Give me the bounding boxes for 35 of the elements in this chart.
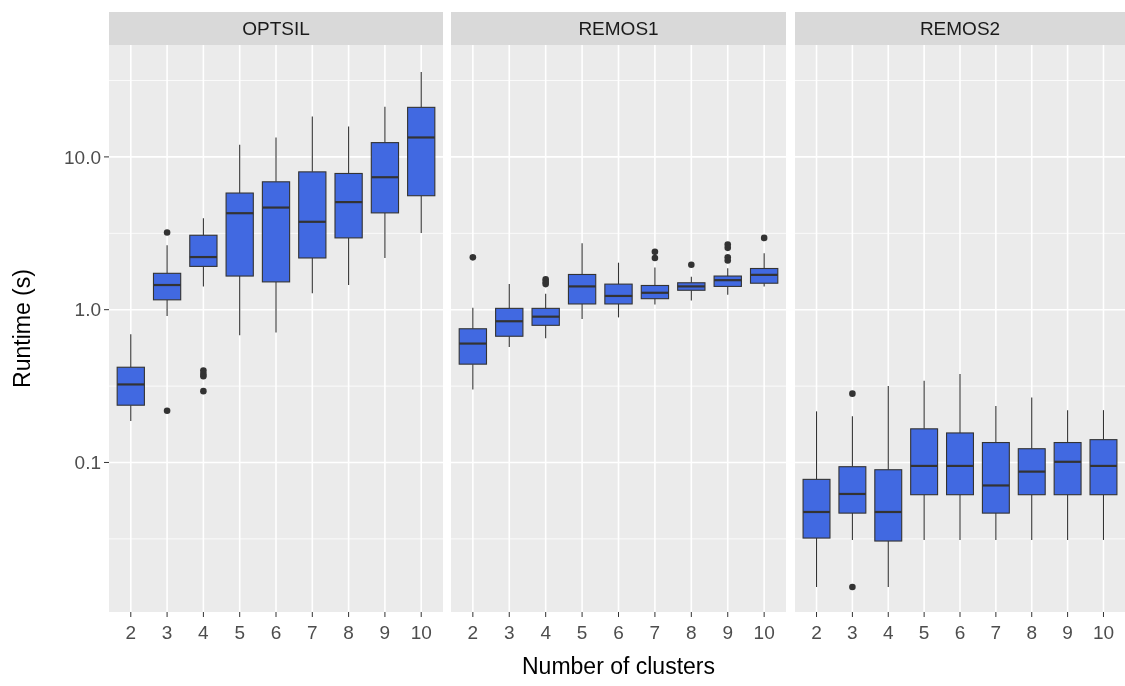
- y-tick-label: 0.1: [74, 452, 101, 474]
- x-tick-label: 8: [343, 622, 354, 643]
- chart-title: REMOS1: [578, 18, 659, 39]
- x-tick-label: 7: [990, 622, 1002, 643]
- x-tick-label: 5: [234, 622, 245, 643]
- y-axis-title: Runtime (s): [9, 269, 35, 388]
- x-tick-label: 6: [613, 622, 624, 643]
- x-tick-label: 10: [1092, 622, 1115, 643]
- x-tick-label: 4: [198, 622, 210, 643]
- x-tick-label: 8: [1026, 622, 1038, 643]
- x-tick-label: 4: [882, 622, 894, 643]
- x-tick-label: 2: [811, 622, 822, 643]
- x-tick-label: 3: [847, 622, 858, 643]
- chart-title: OPTSIL: [242, 18, 310, 39]
- x-tick-label: 6: [270, 622, 282, 643]
- x-tick-label: 9: [1062, 622, 1073, 643]
- x-tick-label: 9: [379, 622, 391, 643]
- x-tick-label: 5: [576, 622, 588, 643]
- x-tick-label: 3: [161, 622, 173, 643]
- x-tick-label: 2: [125, 622, 137, 643]
- x-tick-label: 7: [307, 622, 318, 643]
- x-tick-label: 4: [540, 622, 552, 643]
- x-tick-label: 7: [649, 622, 661, 643]
- x-tick-label: 6: [954, 622, 966, 643]
- x-tick-label: 2: [467, 622, 479, 643]
- y-tick-label: 1.0: [74, 299, 101, 321]
- chart-title: REMOS2: [919, 18, 1001, 39]
- y-tick-label: 10.0: [64, 146, 101, 168]
- x-tick-label: 5: [918, 622, 930, 643]
- x-tick-label: 10: [753, 622, 775, 643]
- x-tick-label: 8: [686, 622, 697, 643]
- x-tick-label: 9: [722, 622, 734, 643]
- x-tick-label: 3: [503, 622, 515, 643]
- x-tick-label: 10: [410, 622, 432, 643]
- x-axis-title: Number of clusters: [521, 653, 716, 679]
